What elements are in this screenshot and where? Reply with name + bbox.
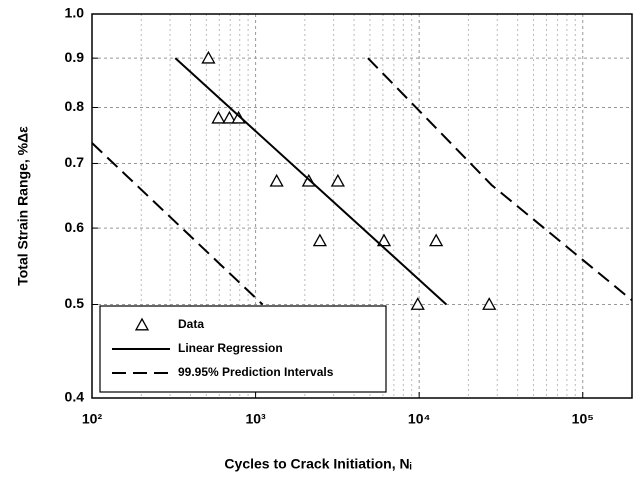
legend-label: Linear Regression <box>178 341 283 355</box>
data-point <box>482 297 497 310</box>
data-point <box>410 297 425 310</box>
y-tick-label: 0.5 <box>65 295 85 311</box>
line <box>91 142 264 306</box>
x-axis-label: Cycles to Crack Initiation, Nᵢ <box>224 456 411 472</box>
legend-label: Data <box>178 317 204 331</box>
legend-marker <box>134 317 150 331</box>
data-point <box>222 110 237 124</box>
line <box>174 57 448 306</box>
y-tick-label: 0.7 <box>65 154 85 170</box>
y-tick-label: 0.8 <box>65 98 85 114</box>
data-point <box>376 233 392 247</box>
data-point <box>201 50 216 64</box>
x-tick-label: 10² <box>82 411 103 427</box>
data-point <box>330 173 345 187</box>
y-axis-label: Total Strain Range, %Δε <box>15 126 31 286</box>
y-tick-label: 0.6 <box>65 219 85 235</box>
x-tick-label: 10⁴ <box>408 411 431 427</box>
y-tick-label: 0.4 <box>65 389 85 405</box>
line <box>367 57 633 302</box>
plot-frame <box>91 13 633 399</box>
x-tick-label: 10⁵ <box>572 411 594 427</box>
data-point <box>312 233 327 247</box>
data-point <box>429 233 444 247</box>
legend-label: 99.95% Prediction Intervals <box>178 365 334 379</box>
y-tick-label: 1.0 <box>65 5 85 21</box>
data-point <box>269 173 284 187</box>
y-tick-label: 0.9 <box>65 49 85 65</box>
data-point <box>211 110 226 124</box>
x-tick-label: 10³ <box>245 411 266 427</box>
